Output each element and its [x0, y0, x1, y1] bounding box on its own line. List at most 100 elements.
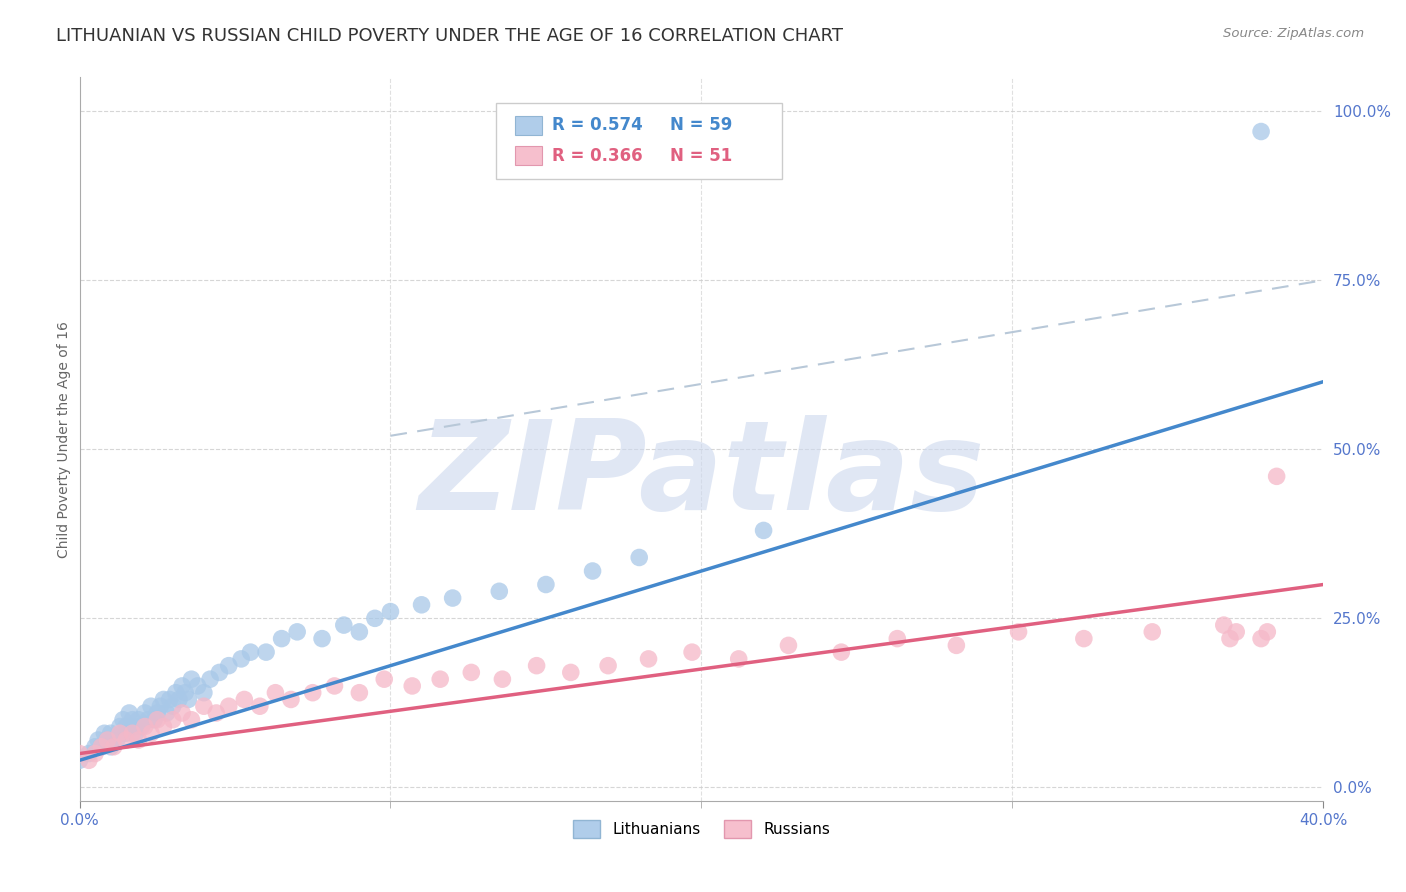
Point [139, 726, 162, 740]
Point [727, 652, 749, 666]
Point [121, 713, 143, 727]
Point [69, 747, 91, 761]
Point [534, 577, 557, 591]
Point [172, 706, 194, 720]
Point [1007, 624, 1029, 639]
Point [143, 713, 166, 727]
Point [441, 591, 464, 605]
Point [115, 726, 138, 740]
Point [349, 686, 371, 700]
Point [77, 747, 100, 761]
Point [323, 679, 346, 693]
Point [581, 564, 603, 578]
Point [264, 686, 287, 700]
Point [218, 658, 240, 673]
Point [84, 739, 107, 754]
Point [152, 719, 174, 733]
Text: ZIPatlas: ZIPatlas [418, 415, 984, 536]
Text: R = 0.366: R = 0.366 [553, 146, 643, 164]
Point [1250, 632, 1272, 646]
Point [115, 719, 138, 733]
Point [778, 639, 800, 653]
Text: N = 59: N = 59 [671, 116, 733, 134]
Point [146, 706, 169, 720]
Text: LITHUANIAN VS RUSSIAN CHILD POVERTY UNDER THE AGE OF 16 CORRELATION CHART: LITHUANIAN VS RUSSIAN CHILD POVERTY UNDE… [56, 27, 844, 45]
Point [280, 692, 302, 706]
Point [401, 679, 423, 693]
Point [134, 719, 156, 733]
Point [121, 726, 143, 740]
Point [180, 713, 202, 727]
Point [87, 733, 110, 747]
Point [96, 733, 118, 747]
Point [167, 692, 190, 706]
Point [159, 692, 181, 706]
Point [105, 733, 128, 747]
Point [180, 672, 202, 686]
Point [177, 692, 200, 706]
Point [526, 658, 548, 673]
Point [218, 699, 240, 714]
Point [149, 699, 172, 714]
Point [162, 713, 184, 727]
Point [830, 645, 852, 659]
Point [165, 686, 187, 700]
Point [239, 645, 262, 659]
FancyBboxPatch shape [496, 103, 782, 178]
Point [285, 624, 308, 639]
Point [112, 713, 135, 727]
Point [208, 665, 231, 680]
Point [174, 686, 197, 700]
Point [205, 706, 228, 720]
Point [488, 584, 510, 599]
Point [1225, 624, 1247, 639]
Point [124, 719, 146, 733]
Point [172, 679, 194, 693]
Point [139, 699, 162, 714]
Point [598, 658, 620, 673]
Point [152, 692, 174, 706]
Text: Source: ZipAtlas.com: Source: ZipAtlas.com [1223, 27, 1364, 40]
Point [193, 686, 215, 700]
Point [886, 632, 908, 646]
Point [100, 739, 122, 754]
Point [84, 747, 107, 761]
Point [155, 706, 177, 720]
Point [69, 753, 91, 767]
Point [1250, 124, 1272, 138]
Point [231, 652, 253, 666]
Point [103, 739, 125, 754]
Y-axis label: Child Poverty Under the Age of 16: Child Poverty Under the Age of 16 [58, 321, 72, 558]
Point [945, 639, 967, 653]
Bar [515, 116, 543, 135]
Text: N = 51: N = 51 [671, 146, 733, 164]
Point [187, 679, 209, 693]
Point [254, 645, 277, 659]
Point [108, 726, 131, 740]
Point [249, 699, 271, 714]
Point [128, 733, 150, 747]
Point [637, 652, 659, 666]
Point [301, 686, 323, 700]
Point [198, 672, 221, 686]
Point [411, 598, 433, 612]
Point [270, 632, 292, 646]
Point [96, 733, 118, 747]
Point [681, 645, 703, 659]
Point [93, 726, 115, 740]
Point [380, 605, 402, 619]
Point [134, 706, 156, 720]
Point [1219, 632, 1241, 646]
Point [233, 692, 256, 706]
Point [429, 672, 451, 686]
Point [460, 665, 482, 680]
Text: R = 0.574: R = 0.574 [553, 116, 643, 134]
Point [115, 733, 138, 747]
Point [364, 611, 387, 625]
Point [349, 624, 371, 639]
Point [752, 524, 775, 538]
Point [128, 713, 150, 727]
Point [118, 706, 141, 720]
Point [193, 699, 215, 714]
Point [146, 713, 169, 727]
